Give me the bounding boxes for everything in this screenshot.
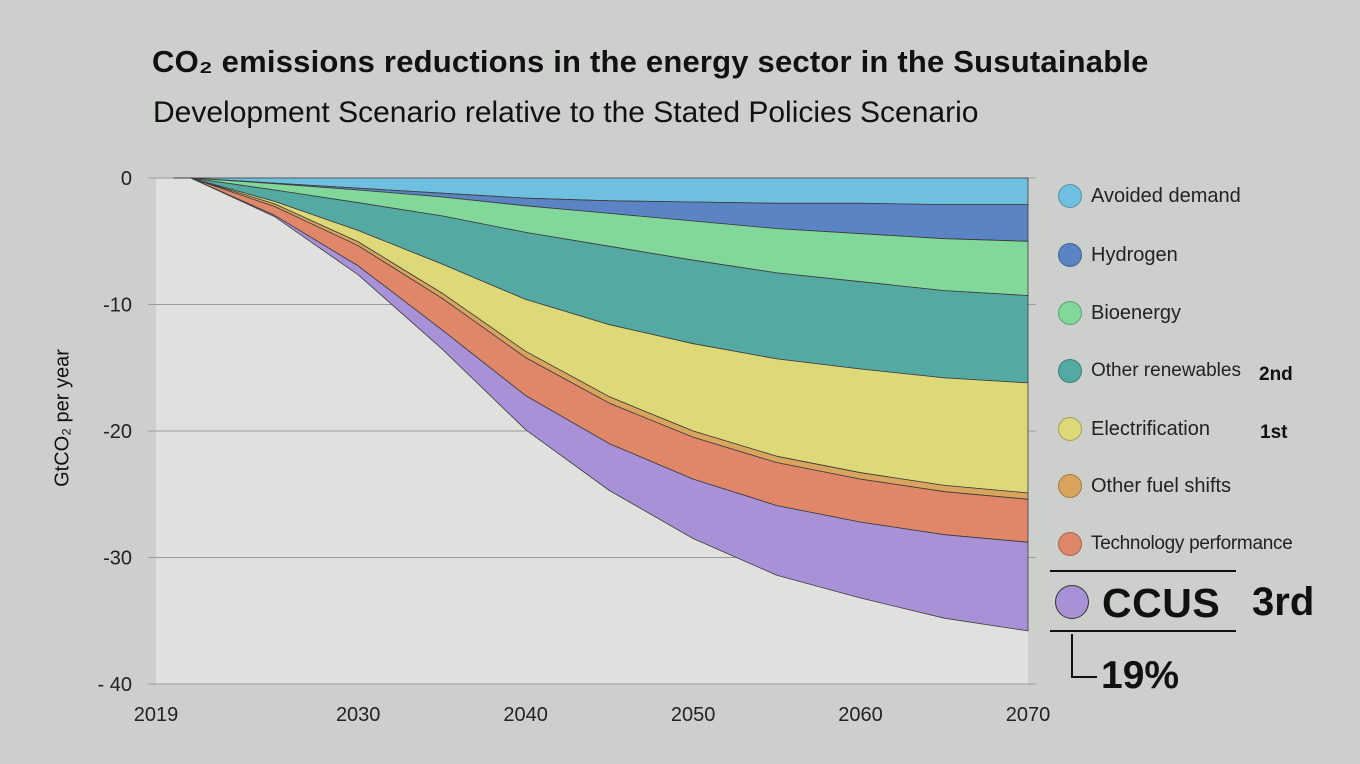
legend-label: Electrification — [1091, 417, 1210, 440]
rank-label: 2nd — [1259, 364, 1293, 385]
ccus-rank: 3rd — [1252, 580, 1315, 624]
ccus-bracket — [1071, 634, 1097, 678]
x-tick-labels: 2019 2030 2040 2050 2060 2070 — [134, 704, 1051, 726]
ccus-share: 19% — [1101, 654, 1180, 697]
ccus-bottom-rule — [1050, 630, 1236, 632]
ccus-top-rule — [1050, 570, 1236, 572]
series-areas — [173, 177, 1029, 632]
x-tick-label: 2030 — [336, 704, 381, 726]
legend-item-other-renewables: Other renewables — [1058, 359, 1241, 383]
legend-dot — [1058, 243, 1082, 267]
ccus-label: CCUS — [1102, 580, 1221, 626]
y-tick-label: - 40 — [98, 674, 132, 696]
legend-dot — [1058, 532, 1082, 556]
legend-label: Other fuel shifts — [1091, 474, 1232, 497]
legend-item-other-fuel-shifts: Other fuel shifts — [1058, 474, 1231, 498]
legend-item-hydrogen: Hydrogen — [1058, 243, 1178, 267]
area-ccus — [173, 177, 1029, 632]
y-tick-label: 0 — [121, 168, 132, 190]
legend-dot — [1058, 359, 1082, 383]
legend-dot — [1058, 301, 1082, 325]
legend-label: Hydrogen — [1091, 243, 1178, 266]
chart-subtitle: Development Scenario relative to the Sta… — [153, 96, 979, 129]
legend-label: Other renewables — [1091, 360, 1241, 381]
x-tick-label: 2019 — [134, 704, 179, 726]
legend-label: Bioenergy — [1091, 301, 1182, 324]
legend-item-electrification: Electrification — [1058, 417, 1210, 441]
legend-item-bioenergy: Bioenergy — [1058, 301, 1181, 325]
legend-item-technology-performance: Technology performance — [1058, 532, 1293, 556]
y-tick-label: -30 — [103, 548, 132, 570]
x-tick-label: 2040 — [503, 704, 548, 726]
x-tick-label: 2070 — [1006, 704, 1051, 726]
legend-dot — [1058, 417, 1082, 441]
chart-title: CO₂ emissions reductions in the energy s… — [152, 44, 1149, 79]
y-axis-label: GtCO₂ per year — [51, 349, 74, 487]
legend-dot — [1058, 474, 1082, 498]
y-tick-label: -10 — [103, 295, 132, 317]
legend-label: Technology performance — [1091, 533, 1293, 554]
y-tick-label: -20 — [103, 421, 132, 443]
x-tick-label: 2050 — [671, 704, 716, 726]
y-tick-labels: 0 -10 -20 -30 - 40 — [98, 168, 132, 696]
legend-dot — [1058, 184, 1082, 208]
x-tick-label: 2060 — [838, 704, 883, 726]
ccus-legend-dot — [1055, 585, 1089, 619]
rank-label: 1st — [1260, 422, 1288, 443]
legend-item-avoided-demand: Avoided demand — [1058, 184, 1241, 208]
legend-label: Avoided demand — [1091, 184, 1241, 207]
